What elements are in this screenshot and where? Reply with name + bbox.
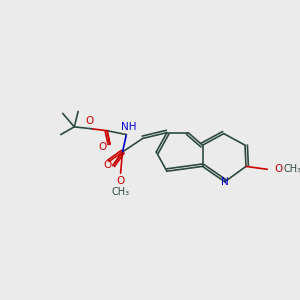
Text: O: O xyxy=(98,142,106,152)
Text: N: N xyxy=(221,177,229,187)
Text: NH: NH xyxy=(121,122,136,132)
Text: O: O xyxy=(85,116,94,126)
Text: O: O xyxy=(274,164,283,174)
Text: O: O xyxy=(116,176,125,186)
Text: CH₃: CH₃ xyxy=(283,164,300,174)
Text: O: O xyxy=(103,160,111,170)
Text: CH₃: CH₃ xyxy=(112,188,130,197)
